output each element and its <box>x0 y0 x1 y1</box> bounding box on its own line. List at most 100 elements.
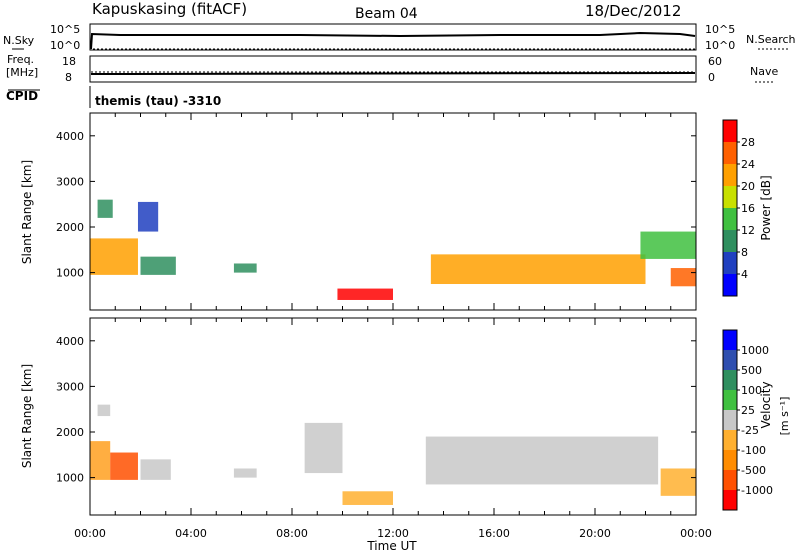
power-y-tick-label: 3000 <box>56 175 84 188</box>
power-colorbar-swatch <box>723 252 737 275</box>
x-axis-title: Time UT <box>366 539 417 553</box>
power-region-8 <box>670 268 696 287</box>
freq-tick-top: 18 <box>62 55 76 68</box>
power-colorbar-swatch <box>723 142 737 165</box>
x-tick-label: 12:00 <box>377 527 409 540</box>
power-colorbar-tick-label: 4 <box>741 268 748 281</box>
power-y-ticks: 1000 2000 3000 4000 <box>56 130 696 280</box>
freq-tick-bottom: 8 <box>65 71 72 84</box>
cpid-label: CPID <box>6 89 38 103</box>
nave-tick-bottom: 0 <box>708 71 715 84</box>
station-title: Kapuskasing (fitACF) <box>92 0 247 18</box>
power-colorbar-tick-label: 28 <box>741 136 755 149</box>
power-data-regions <box>90 199 696 300</box>
velocity-y-tick-label: 3000 <box>56 380 84 393</box>
power-region-5 <box>337 288 393 300</box>
velocity-colorbar-tick-label: 25 <box>741 404 755 417</box>
nave-label: Nave <box>750 65 778 78</box>
power-y-tick-label: 1000 <box>56 267 84 280</box>
velocity-plot-area <box>89 317 697 516</box>
velocity-region-4 <box>233 468 257 478</box>
power-colorbar: 4 8 12 16 20 24 28 <box>722 119 755 297</box>
velocity-colorbar-swatch <box>723 490 737 511</box>
velocity-y-tick-label: 2000 <box>56 426 84 439</box>
nsky-label: N.Sky <box>3 34 35 47</box>
velocity-colorbar-swatch <box>723 410 737 431</box>
power-colorbar-tick-label: 20 <box>741 180 755 193</box>
velocity-colorbar-label: Velocity <box>759 381 773 428</box>
power-region-4 <box>233 263 257 273</box>
cpid-text: themis (tau) -3310 <box>95 94 221 108</box>
power-plot-border <box>89 112 697 311</box>
nsky-tick-top: 10^5 <box>50 23 80 36</box>
nsearch-tick-bottom: 10^0 <box>705 39 735 52</box>
power-y-tick-label: 2000 <box>56 221 84 234</box>
velocity-colorbar-swatch <box>723 330 737 351</box>
velocity-region-2 <box>97 404 111 417</box>
power-colorbar-swatch <box>723 274 737 297</box>
power-region-0 <box>90 238 138 275</box>
x-tick-label: 04:00 <box>175 527 207 540</box>
velocity-region-8 <box>660 468 696 496</box>
nsearch-tick-top: 10^5 <box>705 23 735 36</box>
power-colorbar-tick-label: 8 <box>741 246 748 259</box>
nave-tick-top: 60 <box>708 55 722 68</box>
velocity-region-6 <box>342 491 393 505</box>
velocity-colorbar-swatch <box>723 470 737 491</box>
velocity-colorbar-swatch <box>723 370 737 391</box>
velocity-colorbar-border <box>722 329 738 511</box>
freq-panel <box>89 55 697 83</box>
power-y-axis-label: Slant Range [km] <box>20 160 34 264</box>
velocity-colorbar-tick-label: -100 <box>741 444 766 457</box>
nsky-trace <box>90 31 696 50</box>
velocity-region-3 <box>140 459 171 480</box>
velocity-region-7 <box>425 436 659 485</box>
velocity-x-ticks <box>89 318 697 515</box>
velocity-colorbar-tick-label: 1000 <box>741 344 769 357</box>
velocity-data-regions <box>90 404 696 505</box>
velocity-y-axis-label: Slant Range [km] <box>20 364 34 468</box>
velocity-colorbar: 1000 500 100 25 -25 -100 -500 -1000 <box>722 329 773 511</box>
velocity-colorbar-swatch <box>723 350 737 371</box>
freq-unit-label: [MHz] <box>6 66 38 79</box>
x-tick-label: 16:00 <box>478 527 510 540</box>
velocity-colorbar-tick-label: 500 <box>741 364 762 377</box>
power-colorbar-tick-label: 12 <box>741 224 755 237</box>
freq-trace <box>90 72 696 75</box>
x-tick-label: 00:00 <box>680 527 712 540</box>
power-region-6 <box>430 254 646 285</box>
velocity-y-tick-label: 1000 <box>56 472 84 485</box>
nsky-tick-bottom: 10^0 <box>50 39 80 52</box>
time-axis-labels: 00:00 04:00 08:00 12:00 16:00 20:00 00:00 <box>74 527 712 540</box>
x-tick-label: 20:00 <box>579 527 611 540</box>
power-y-tick-label: 4000 <box>56 130 84 143</box>
velocity-region-5 <box>304 422 343 474</box>
velocity-panel: 1000 2000 3000 4000 Slant Range [km] <box>20 317 697 516</box>
power-colorbar-label: Power [dB] <box>759 175 773 240</box>
freq-label: Freq. <box>7 53 34 66</box>
power-colorbar-tick-label: 16 <box>741 202 755 215</box>
velocity-colorbar-tick-label: 100 <box>741 384 762 397</box>
velocity-colorbar-swatch <box>723 450 737 471</box>
date-title: 18/Dec/2012 <box>585 2 681 20</box>
velocity-colorbar-swatch <box>723 390 737 411</box>
power-colorbar-swatch <box>723 186 737 209</box>
power-colorbar-swatch <box>723 230 737 253</box>
velocity-y-tick-label: 4000 <box>56 335 84 348</box>
velocity-colorbar-tick-label: -1000 <box>741 484 773 497</box>
velocity-y-ticks: 1000 2000 3000 4000 <box>56 335 696 485</box>
power-x-ticks <box>89 113 697 310</box>
beam-title: Beam 04 <box>355 6 418 22</box>
power-colorbar-tick-label: 24 <box>741 158 755 171</box>
nsearch-label: N.Search <box>746 33 796 46</box>
power-region-7 <box>640 231 696 259</box>
velocity-colorbar-unit: [m s⁻¹] <box>778 397 791 436</box>
power-region-3 <box>140 256 176 275</box>
power-region-2 <box>137 201 159 232</box>
velocity-region-1 <box>110 452 138 480</box>
power-colorbar-swatch <box>723 120 737 143</box>
nsky-panel <box>89 23 697 51</box>
power-region-1 <box>97 199 113 218</box>
velocity-colorbar-tick-label: -500 <box>741 464 766 477</box>
x-tick-label: 00:00 <box>74 527 106 540</box>
